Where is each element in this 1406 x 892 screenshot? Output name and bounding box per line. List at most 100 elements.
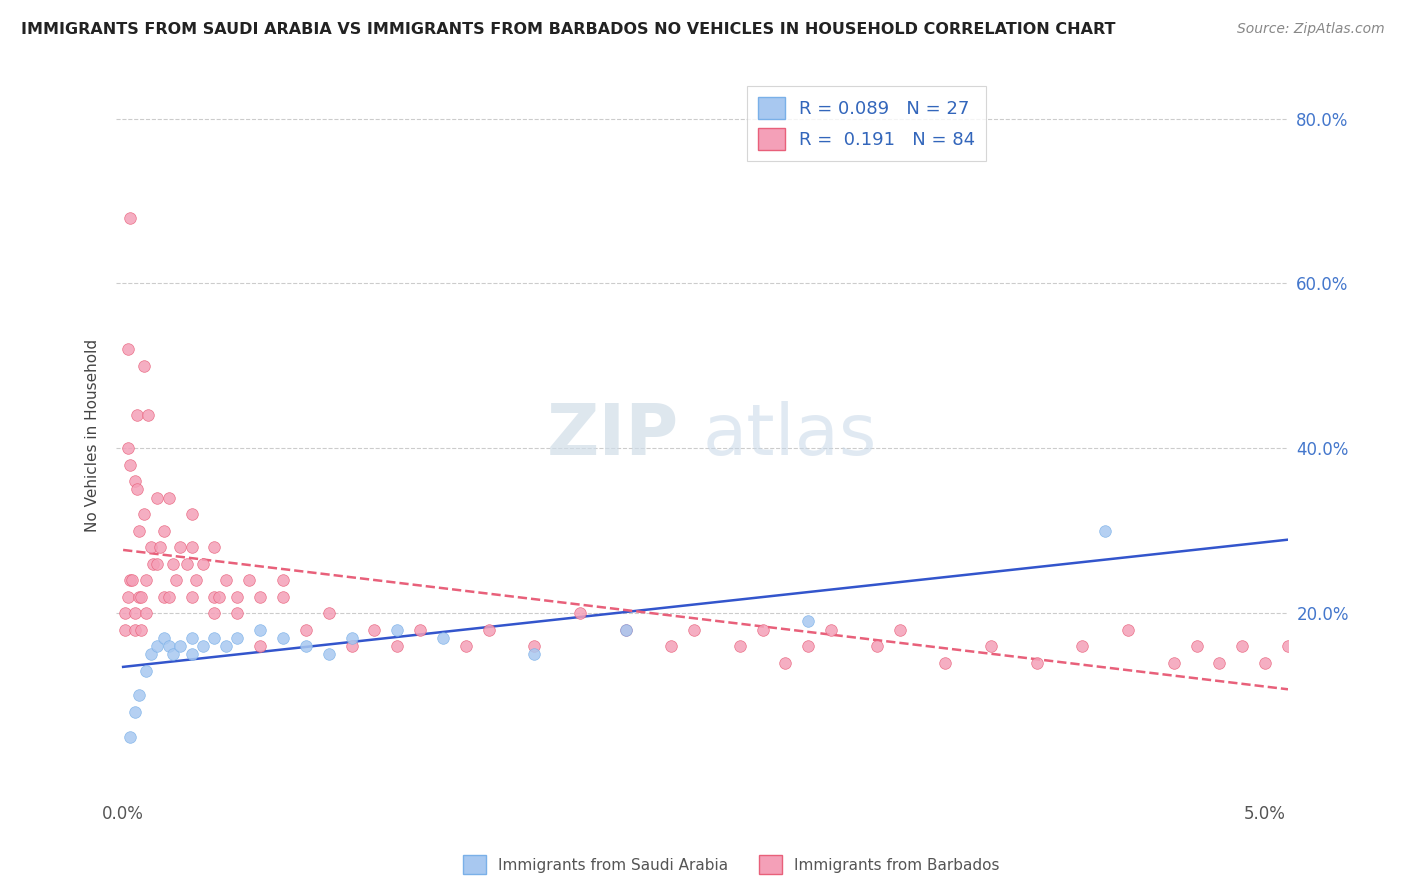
Point [124, 606, 146, 620]
Point [614, 623, 637, 637]
Point [340, 639, 363, 653]
Point [146, 491, 169, 505]
Point [659, 639, 682, 653]
Point [128, 524, 150, 538]
Point [271, 573, 294, 587]
Point [477, 623, 499, 637]
Point [866, 639, 889, 653]
Point [238, 573, 260, 587]
Text: ZIP: ZIP [547, 401, 679, 470]
Point [1185, 639, 1208, 653]
Point [226, 590, 249, 604]
Point [125, 483, 148, 497]
Point [683, 623, 706, 637]
Point [114, 623, 136, 637]
Point [204, 590, 226, 604]
Point [191, 639, 214, 653]
Point [176, 557, 198, 571]
Point [128, 590, 150, 604]
Point [180, 647, 202, 661]
Point [271, 590, 294, 604]
Point [142, 557, 165, 571]
Point [889, 623, 911, 637]
Point [135, 573, 157, 587]
Point [165, 573, 187, 587]
Point [226, 606, 249, 620]
Point [797, 639, 820, 653]
Point [139, 647, 162, 661]
Point [124, 474, 146, 488]
Point [162, 557, 184, 571]
Point [208, 590, 231, 604]
Point [340, 631, 363, 645]
Point [980, 639, 1002, 653]
Legend: Immigrants from Saudi Arabia, Immigrants from Barbados: Immigrants from Saudi Arabia, Immigrants… [457, 849, 1005, 880]
Point [153, 631, 176, 645]
Point [363, 623, 385, 637]
Point [1163, 656, 1185, 670]
Point [226, 631, 249, 645]
Point [118, 458, 141, 472]
Point [318, 606, 340, 620]
Legend: R = 0.089   N = 27, R =  0.191   N = 84: R = 0.089 N = 27, R = 0.191 N = 84 [747, 87, 986, 161]
Point [204, 631, 226, 645]
Point [153, 524, 176, 538]
Point [180, 507, 202, 521]
Point [249, 590, 271, 604]
Point [934, 656, 956, 670]
Point [409, 623, 432, 637]
Point [146, 639, 169, 653]
Point [139, 540, 162, 554]
Point [318, 647, 340, 661]
Point [128, 689, 150, 703]
Point [1025, 656, 1047, 670]
Point [523, 647, 546, 661]
Point [135, 664, 157, 678]
Point [114, 606, 136, 620]
Point [751, 623, 773, 637]
Point [135, 606, 157, 620]
Point [249, 623, 271, 637]
Point [523, 639, 546, 653]
Point [124, 623, 146, 637]
Point [131, 623, 153, 637]
Text: Source: ZipAtlas.com: Source: ZipAtlas.com [1237, 22, 1385, 37]
Point [387, 639, 409, 653]
Point [169, 540, 191, 554]
Point [121, 573, 143, 587]
Point [775, 656, 797, 670]
Point [131, 590, 153, 604]
Point [132, 507, 155, 521]
Point [180, 631, 202, 645]
Point [162, 647, 184, 661]
Point [797, 615, 820, 629]
Point [215, 639, 238, 653]
Point [191, 557, 214, 571]
Point [432, 631, 454, 645]
Point [118, 730, 141, 744]
Point [1232, 639, 1254, 653]
Point [169, 639, 191, 653]
Point [117, 590, 139, 604]
Point [1071, 639, 1094, 653]
Point [125, 409, 148, 423]
Point [153, 590, 176, 604]
Point [186, 573, 208, 587]
Point [454, 639, 477, 653]
Point [204, 606, 226, 620]
Point [118, 211, 141, 225]
Point [117, 343, 139, 357]
Point [295, 639, 318, 653]
Point [136, 409, 159, 423]
Point [728, 639, 751, 653]
Point [271, 631, 294, 645]
Point [118, 573, 141, 587]
Point [1208, 656, 1230, 670]
Y-axis label: No Vehicles in Household: No Vehicles in Household [86, 339, 100, 533]
Point [204, 540, 226, 554]
Point [180, 590, 202, 604]
Point [1116, 623, 1139, 637]
Point [146, 557, 169, 571]
Point [387, 623, 409, 637]
Text: IMMIGRANTS FROM SAUDI ARABIA VS IMMIGRANTS FROM BARBADOS NO VEHICLES IN HOUSEHOL: IMMIGRANTS FROM SAUDI ARABIA VS IMMIGRAN… [21, 22, 1115, 37]
